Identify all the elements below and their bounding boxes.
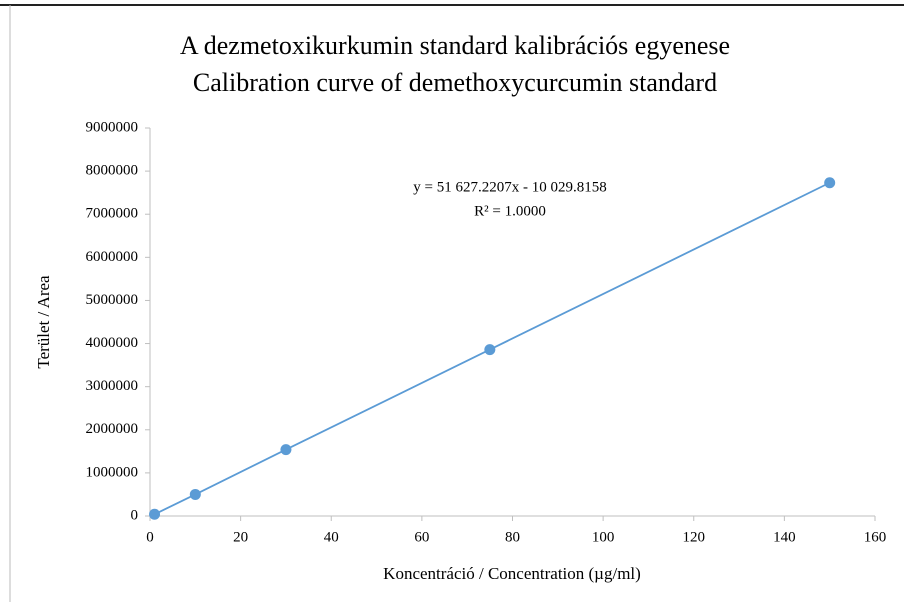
x-axis-label: Koncentráció / Concentration (µg/ml): [383, 564, 641, 583]
y-tick-label: 2000000: [86, 421, 139, 437]
x-tick-label: 160: [864, 529, 887, 545]
y-tick-label: 5000000: [86, 292, 139, 308]
x-tick-label: 0: [146, 529, 154, 545]
x-tick-label: 100: [592, 529, 615, 545]
equation: y = 51 627.2207x - 10 029.8158: [413, 179, 606, 195]
chart-title: A dezmetoxikurkumin standard kalibrációs…: [180, 31, 730, 60]
y-tick-label: 1000000: [86, 464, 139, 480]
data-point: [824, 177, 836, 189]
x-tick-label: 60: [414, 529, 429, 545]
data-point: [484, 344, 496, 356]
y-tick-label: 0: [131, 507, 139, 523]
x-tick-label: 20: [233, 529, 248, 545]
data-point: [280, 444, 292, 456]
data-point: [149, 508, 161, 520]
x-tick-label: 80: [505, 529, 520, 545]
r-squared: R² = 1.0000: [474, 203, 546, 219]
y-tick-label: 8000000: [86, 163, 139, 179]
x-tick-label: 140: [773, 529, 796, 545]
x-tick-label: 120: [683, 529, 706, 545]
y-tick-label: 4000000: [86, 335, 139, 351]
y-tick-label: 7000000: [86, 206, 139, 222]
y-tick-label: 9000000: [86, 119, 139, 135]
y-axis-label: Terület / Area: [34, 275, 53, 369]
chart-subtitle: Calibration curve of demethoxycurcumin s…: [193, 68, 717, 97]
data-point: [189, 488, 201, 500]
x-tick-label: 40: [324, 529, 339, 545]
y-tick-label: 3000000: [86, 378, 139, 394]
y-tick-label: 6000000: [86, 249, 139, 265]
